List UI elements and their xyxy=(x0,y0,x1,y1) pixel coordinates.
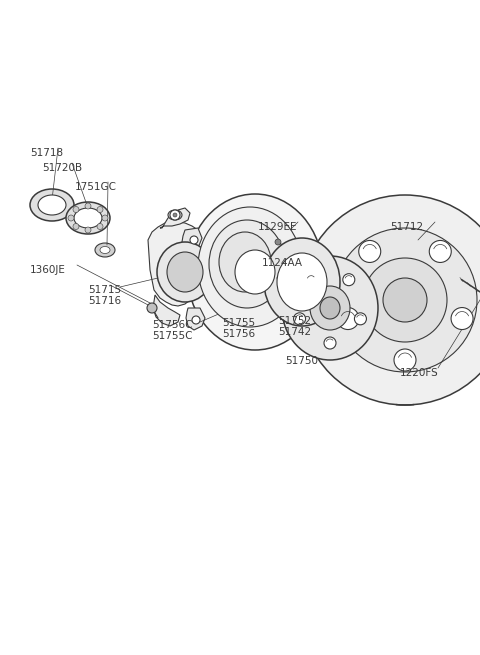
Ellipse shape xyxy=(219,232,271,292)
Polygon shape xyxy=(148,222,207,306)
Ellipse shape xyxy=(209,220,285,308)
Circle shape xyxy=(73,206,79,212)
Circle shape xyxy=(294,313,306,325)
Polygon shape xyxy=(153,295,180,326)
Text: 51720B: 51720B xyxy=(42,163,82,173)
Circle shape xyxy=(429,240,451,263)
Circle shape xyxy=(277,275,283,281)
Circle shape xyxy=(359,240,381,263)
Text: 51742: 51742 xyxy=(278,327,311,337)
Circle shape xyxy=(192,316,200,324)
Ellipse shape xyxy=(95,243,115,257)
Text: 1751GC: 1751GC xyxy=(75,182,117,192)
Circle shape xyxy=(170,210,180,220)
Ellipse shape xyxy=(320,297,340,319)
Text: 51750: 51750 xyxy=(285,356,318,366)
Text: 51752: 51752 xyxy=(278,316,311,326)
Circle shape xyxy=(85,227,91,233)
Ellipse shape xyxy=(264,238,340,326)
Text: 51755: 51755 xyxy=(222,318,255,328)
Ellipse shape xyxy=(333,228,477,372)
Text: 51756: 51756 xyxy=(222,329,255,339)
Text: 51715: 51715 xyxy=(88,285,121,295)
Circle shape xyxy=(73,223,79,229)
Ellipse shape xyxy=(310,286,350,330)
Circle shape xyxy=(343,274,355,286)
Ellipse shape xyxy=(300,195,480,405)
Circle shape xyxy=(354,313,366,325)
Ellipse shape xyxy=(383,278,427,322)
Circle shape xyxy=(102,215,108,221)
Circle shape xyxy=(147,303,157,313)
Circle shape xyxy=(305,274,317,286)
Circle shape xyxy=(394,349,416,371)
Text: 1220FS: 1220FS xyxy=(400,368,439,378)
Circle shape xyxy=(85,203,91,209)
Ellipse shape xyxy=(167,252,203,292)
Circle shape xyxy=(97,206,103,212)
Text: 51712: 51712 xyxy=(390,222,423,232)
Ellipse shape xyxy=(74,208,102,228)
Polygon shape xyxy=(186,308,205,330)
Ellipse shape xyxy=(235,250,275,294)
Circle shape xyxy=(337,308,359,329)
Circle shape xyxy=(275,239,281,245)
Circle shape xyxy=(173,213,177,217)
Circle shape xyxy=(324,337,336,349)
Circle shape xyxy=(68,215,74,221)
Text: 1124AA: 1124AA xyxy=(262,258,303,268)
Ellipse shape xyxy=(38,195,66,215)
Text: 1360JE: 1360JE xyxy=(30,265,66,275)
Circle shape xyxy=(190,236,198,244)
Text: 1129EE: 1129EE xyxy=(258,222,298,232)
Ellipse shape xyxy=(100,246,110,253)
Text: 51755C: 51755C xyxy=(152,331,192,341)
Ellipse shape xyxy=(168,210,182,220)
Ellipse shape xyxy=(187,194,323,350)
Circle shape xyxy=(451,308,473,329)
Ellipse shape xyxy=(277,253,327,311)
Text: 51756C: 51756C xyxy=(152,320,192,330)
Text: 51716: 51716 xyxy=(88,296,121,306)
Ellipse shape xyxy=(30,189,74,221)
Polygon shape xyxy=(182,228,202,254)
Ellipse shape xyxy=(66,202,110,234)
Ellipse shape xyxy=(157,242,213,302)
Text: 51718: 51718 xyxy=(30,148,63,158)
Polygon shape xyxy=(160,208,190,228)
Ellipse shape xyxy=(198,207,302,327)
Ellipse shape xyxy=(363,258,447,342)
Ellipse shape xyxy=(282,256,378,360)
Circle shape xyxy=(97,223,103,229)
